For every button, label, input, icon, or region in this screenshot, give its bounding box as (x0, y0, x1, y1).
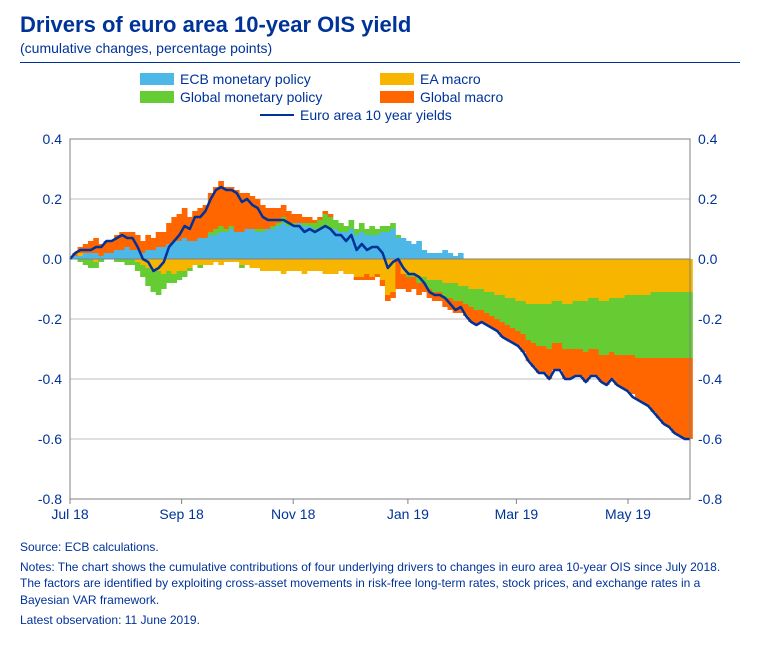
legend-item: Euro area 10 year yields (260, 107, 500, 123)
svg-text:-0.6: -0.6 (698, 431, 722, 447)
legend-item: EA macro (380, 71, 620, 87)
svg-text:Jan 19: Jan 19 (387, 506, 429, 522)
svg-text:-0.4: -0.4 (698, 371, 722, 387)
svg-text:-0.8: -0.8 (698, 491, 722, 507)
legend-label: Global monetary policy (180, 89, 322, 105)
svg-text:0.4: 0.4 (43, 131, 63, 147)
footer-latest: Latest observation: 11 June 2019. (20, 612, 740, 628)
svg-text:-0.4: -0.4 (38, 371, 62, 387)
svg-text:0.2: 0.2 (698, 191, 718, 207)
legend-item: Global monetary policy (140, 89, 380, 105)
chart-footer: Source: ECB calculations. Notes: The cha… (20, 539, 740, 628)
svg-text:-0.8: -0.8 (38, 491, 62, 507)
footer-notes: Notes: The chart shows the cumulative co… (20, 559, 740, 608)
chart-plot-area: -0.8 -0.8 -0.6 -0.6 -0.4 -0.4 -0.2 -0.2 0.0 0.0 0.… (20, 129, 740, 529)
footer-source: Source: ECB calculations. (20, 539, 740, 555)
chart-svg: -0.8 -0.8 -0.6 -0.6 -0.4 -0.4 -0.2 -0.2 0.0 0.0 0.… (20, 129, 740, 529)
chart-title: Drivers of euro area 10-year OIS yield (20, 12, 740, 38)
svg-text:0.0: 0.0 (698, 251, 718, 267)
chart-subtitle: (cumulative changes, percentage points) (20, 40, 740, 56)
legend-swatch (380, 73, 414, 85)
legend-item: ECB monetary policy (140, 71, 380, 87)
svg-text:0.0: 0.0 (43, 251, 63, 267)
svg-text:May 19: May 19 (605, 506, 651, 522)
svg-text:Mar 19: Mar 19 (495, 506, 539, 522)
svg-text:0.2: 0.2 (43, 191, 63, 207)
legend-swatch (140, 73, 174, 85)
svg-text:-0.2: -0.2 (698, 311, 722, 327)
legend-item: Global macro (380, 89, 620, 105)
legend-label: EA macro (420, 71, 481, 87)
svg-text:Nov 18: Nov 18 (271, 506, 316, 522)
legend-swatch (260, 114, 294, 117)
legend-label: Euro area 10 year yields (300, 107, 452, 123)
svg-text:-0.2: -0.2 (38, 311, 62, 327)
svg-text:-0.6: -0.6 (38, 431, 62, 447)
chart-container: Drivers of euro area 10-year OIS yield (… (0, 0, 760, 642)
legend: ECB monetary policy EA macro Global moneta… (20, 71, 740, 125)
svg-text:Jul 18: Jul 18 (51, 506, 89, 522)
title-divider (20, 62, 740, 63)
legend-label: ECB monetary policy (180, 71, 311, 87)
svg-text:0.4: 0.4 (698, 131, 718, 147)
legend-label: Global macro (420, 89, 503, 105)
legend-swatch (140, 91, 174, 103)
legend-swatch (380, 91, 414, 103)
svg-text:Sep 18: Sep 18 (159, 506, 204, 522)
